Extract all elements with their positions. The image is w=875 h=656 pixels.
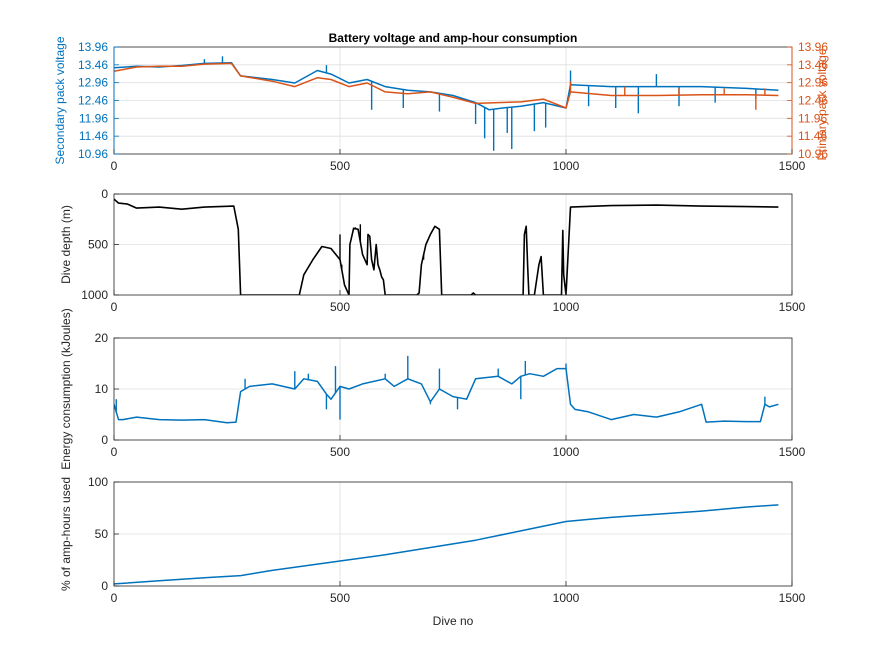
x-tick-label: 1000 xyxy=(553,445,580,459)
y-tick-label: 50 xyxy=(95,527,109,541)
x-tick-label: 500 xyxy=(330,300,350,314)
y-right-tick-label: 10.96 xyxy=(798,147,828,161)
y-right-tick-label: 13.96 xyxy=(798,40,828,54)
chart-title: Battery voltage and amp-hour consumption xyxy=(329,31,578,45)
x-tick-label: 0 xyxy=(111,300,118,314)
x-tick-label: 1000 xyxy=(553,300,580,314)
y-tick-label: 10.96 xyxy=(78,147,108,161)
y-right-tick-label: 13.46 xyxy=(798,58,828,72)
x-tick-label: 1500 xyxy=(779,159,806,173)
y-tick-label: 100 xyxy=(88,475,108,489)
y-right-tick-label: 12.96 xyxy=(798,76,828,90)
y-tick-label: 11.46 xyxy=(79,129,108,143)
y-tick-label: 0 xyxy=(101,187,108,201)
subplot-1: 0 500 1000 150010.9611.4611.9612.4612.9613.… xyxy=(53,31,829,173)
y-tick-label: 13.96 xyxy=(78,40,108,54)
x-tick-label: 1500 xyxy=(779,300,806,314)
y-axis-label: Secondary pack voltage xyxy=(53,36,67,164)
y-right-axis-label: Primary pack voltage xyxy=(815,48,829,160)
x-tick-label: 500 xyxy=(330,445,350,459)
y-tick-label: 12.96 xyxy=(78,76,108,90)
subplot-3: 0 500 1000 1500 0 10 20 Energy consumption (kJo… xyxy=(59,308,806,469)
series-line-1 xyxy=(114,504,779,585)
y-right-tick-label: 11.46 xyxy=(798,129,827,143)
y-right-tick-label: 12.46 xyxy=(798,94,828,108)
y-tick-label: 500 xyxy=(88,238,108,252)
x-axis-label: Dive no xyxy=(433,614,474,628)
x-tick-label: 1500 xyxy=(779,591,806,605)
y-tick-label: 0 xyxy=(101,579,108,593)
y-tick-label: 11.96 xyxy=(79,111,108,125)
y-tick-label: 13.46 xyxy=(78,58,108,72)
y-tick-label: 10 xyxy=(95,382,109,396)
y-right-tick-label: 11.96 xyxy=(798,111,827,125)
y-tick-label: 0 xyxy=(101,433,108,447)
x-tick-label: 0 xyxy=(111,591,118,605)
x-tick-label: 1000 xyxy=(553,159,580,173)
y-axis-label: % of amp-hours used xyxy=(59,477,73,591)
x-tick-label: 0 xyxy=(111,159,118,173)
x-tick-label: 500 xyxy=(330,591,350,605)
x-tick-label: 1500 xyxy=(779,445,806,459)
y-tick-label: 1000 xyxy=(81,288,108,302)
x-tick-label: 1000 xyxy=(553,591,580,605)
y-tick-label: 20 xyxy=(95,331,109,345)
y-axis-label: Dive depth (m) xyxy=(59,205,73,284)
series-line-2 xyxy=(114,62,779,109)
y-tick-label: 12.46 xyxy=(78,94,108,108)
y-axis-label: Energy consumption (kJoules) xyxy=(59,308,73,469)
x-tick-label: 500 xyxy=(330,159,350,173)
subplot-4: 0 500 1000 1500 0 50 100 % of amp-hours used Div… xyxy=(59,475,806,628)
subplot-2: 0 500 1000 1500 0 500 1000 Dive depth (m) xyxy=(59,187,806,314)
series-line-1 xyxy=(114,367,779,424)
series-line-1 xyxy=(114,198,779,295)
x-tick-label: 0 xyxy=(111,445,118,459)
